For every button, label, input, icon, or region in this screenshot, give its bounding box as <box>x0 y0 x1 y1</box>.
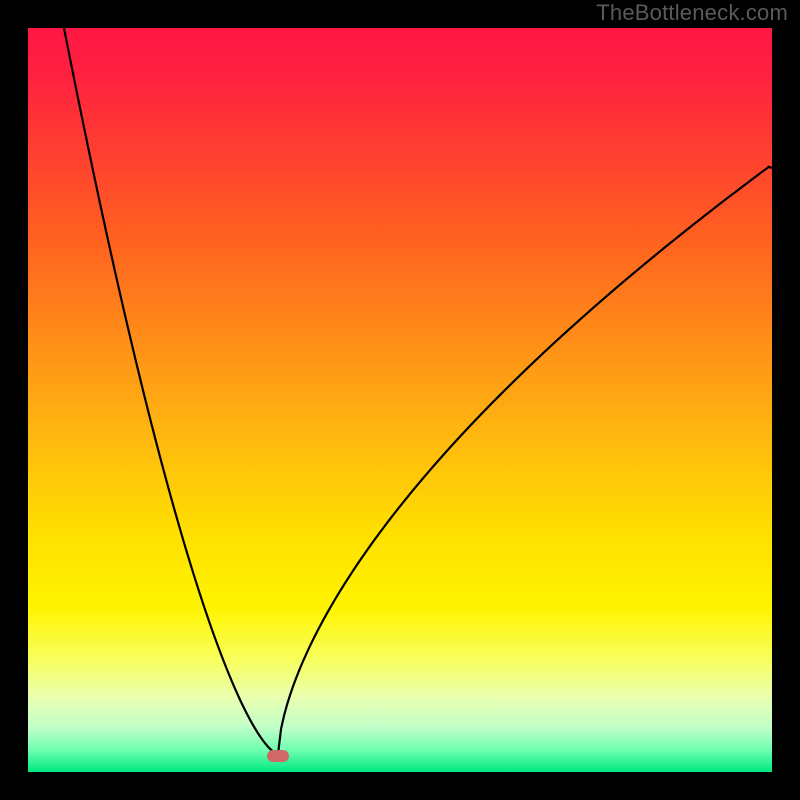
frame-left <box>0 0 28 800</box>
watermark-text: TheBottleneck.com <box>596 0 788 26</box>
chart-minimum-marker <box>267 750 289 762</box>
chart-svg <box>28 28 772 772</box>
chart-background <box>28 28 772 772</box>
chart-plot-area <box>28 28 772 772</box>
frame-right <box>772 0 800 800</box>
frame-bottom <box>0 772 800 800</box>
